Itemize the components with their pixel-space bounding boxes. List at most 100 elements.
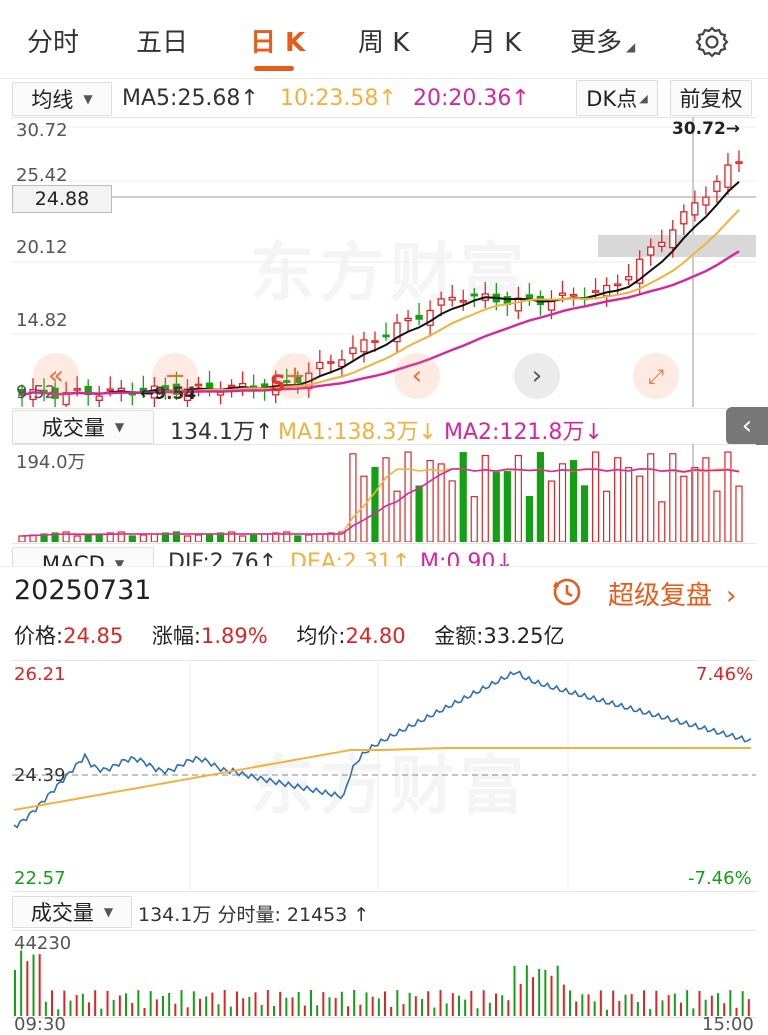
tab-five-day[interactable]: 五日 <box>136 28 189 58</box>
minute-volume-bar <box>470 991 473 1016</box>
intraday-chart[interactable] <box>0 660 768 890</box>
macd-dif: DIF:2.76↑ <box>168 550 277 566</box>
volume-ma2-line <box>21 468 740 537</box>
minute-volume-bar <box>624 994 627 1016</box>
double-chevron-left-icon: « <box>48 361 64 391</box>
minute-volume-bar <box>538 968 541 1016</box>
minute-volume-bar <box>612 990 615 1016</box>
time-end-label: 15:00 <box>702 1014 754 1035</box>
volume-bar-down <box>128 535 136 542</box>
intraday-volume-selector[interactable]: 成交量 ▼ <box>12 896 132 928</box>
minute-volume-bar <box>575 1001 578 1016</box>
minute-volume-bar <box>593 1001 596 1016</box>
tab-weekly-k[interactable]: 周 K <box>358 28 410 58</box>
minute-volume-bar <box>266 990 269 1016</box>
volume-bar-down <box>525 495 533 542</box>
minute-volume-bar <box>599 990 602 1016</box>
volume-value: 134.1万↑ <box>170 420 274 445</box>
history-icon[interactable] <box>550 575 584 609</box>
minute-volume-bar <box>285 997 288 1016</box>
kline-chart-area[interactable] <box>12 117 756 409</box>
minute-volume-bar <box>316 1005 319 1016</box>
minute-volume-bar <box>14 970 16 1016</box>
minute-volume-bar <box>476 1008 479 1016</box>
volume-bar-up <box>669 453 677 542</box>
kline-chart[interactable] <box>0 117 768 407</box>
volume-ma2: MA2:121.8万↓ <box>444 420 603 445</box>
intraday-volume-y-label: 44230 <box>14 933 72 954</box>
y-label-4: 14.82 <box>16 310 68 331</box>
scroll-left-button[interactable]: ‹ <box>394 353 440 399</box>
arrow-down-icon: ↓ <box>495 550 514 566</box>
volume-bar-up <box>680 475 688 542</box>
y-label-2: 25.42 <box>16 165 68 186</box>
macd-selector[interactable]: MACD ▼ <box>12 547 154 566</box>
volume-bar-down <box>95 533 103 542</box>
collapse-panel-button[interactable]: ‹ <box>726 407 768 445</box>
volume-indicator-selector[interactable]: 成交量 ▼ <box>12 410 154 444</box>
fullscreen-button[interactable]: ⤢ <box>633 353 679 399</box>
zoom-in-button[interactable]: + <box>272 353 318 399</box>
candle-up <box>338 359 346 368</box>
amount-label: 金额: <box>434 624 484 648</box>
minute-volume-bar <box>359 1004 362 1016</box>
volume-selector-label: 成交量 <box>41 416 105 440</box>
volume-bar-up <box>117 531 125 542</box>
minute-volume-bar <box>94 990 97 1016</box>
forward-adjust-button[interactable]: 前复权 <box>670 80 752 116</box>
minute-volume-bar <box>310 990 312 1016</box>
intraday-chart-area[interactable] <box>12 660 756 892</box>
minute-volume-bar <box>217 1004 220 1016</box>
tab-monthly-k[interactable]: 月 K <box>470 28 522 58</box>
volume-bar-up <box>261 533 269 542</box>
minute-volume-bar <box>322 992 325 1016</box>
volume-bar-up <box>647 453 655 542</box>
candle-up <box>625 276 633 281</box>
candle-up <box>647 246 655 256</box>
minute-volume-bar <box>464 999 467 1016</box>
volume-bar-up <box>106 532 114 542</box>
minute-volume-bar <box>482 990 485 1016</box>
super-replay-link[interactable]: 超级复盘 › <box>608 581 737 611</box>
minute-volume-bar <box>229 1006 232 1016</box>
minute-volume-bar <box>587 994 590 1016</box>
candle-up <box>691 202 699 216</box>
candle-up <box>613 283 622 287</box>
minute-volume-bar <box>328 997 331 1016</box>
volume-bar-down <box>40 533 48 542</box>
minute-volume-bar <box>44 1001 47 1016</box>
candle-up <box>227 384 236 388</box>
expand-icon: ⤢ <box>648 364 664 388</box>
minute-volume-bar <box>106 990 109 1016</box>
arrow-down-icon: ↓ <box>584 420 603 445</box>
max-price-label: 30.72→ <box>672 119 741 139</box>
tab-intraday[interactable]: 分时 <box>27 28 80 58</box>
dropdown-icon: ▼ <box>114 557 125 566</box>
candle-down <box>161 385 170 390</box>
minute-volume-bar <box>581 994 584 1016</box>
ma-selector[interactable]: 均线 ▼ <box>12 82 112 116</box>
candle-up <box>459 299 467 303</box>
dk-point-button[interactable]: DK点 ◢ <box>576 80 658 116</box>
volume-bar-down <box>503 471 511 542</box>
minute-volume-bar <box>458 995 460 1016</box>
scroll-right-button[interactable]: › <box>514 353 560 399</box>
minute-volume-bar <box>451 993 454 1016</box>
y-label-bottom: 9.52 <box>16 382 57 403</box>
tab-daily-k[interactable]: 日 K <box>250 28 306 58</box>
minute-volume-bar <box>439 990 442 1016</box>
tab-more[interactable]: 更多 ◢ <box>570 22 635 59</box>
intraday-volume-chart <box>14 950 750 1016</box>
minute-volume-bar <box>507 1000 510 1016</box>
candle-up <box>194 383 203 387</box>
arrow-right-icon: → <box>725 119 741 139</box>
volume-bar-down <box>161 532 169 542</box>
zoom-out-button[interactable]: − <box>152 353 198 399</box>
volume-bar-up <box>591 451 600 542</box>
candle-down <box>525 294 534 299</box>
minute-volume-bar <box>414 996 417 1016</box>
scroll-far-left-button[interactable]: « <box>33 353 79 399</box>
volume-bar-up <box>481 454 489 542</box>
gear-icon[interactable] <box>694 24 730 60</box>
volume-bar-up <box>724 451 732 542</box>
